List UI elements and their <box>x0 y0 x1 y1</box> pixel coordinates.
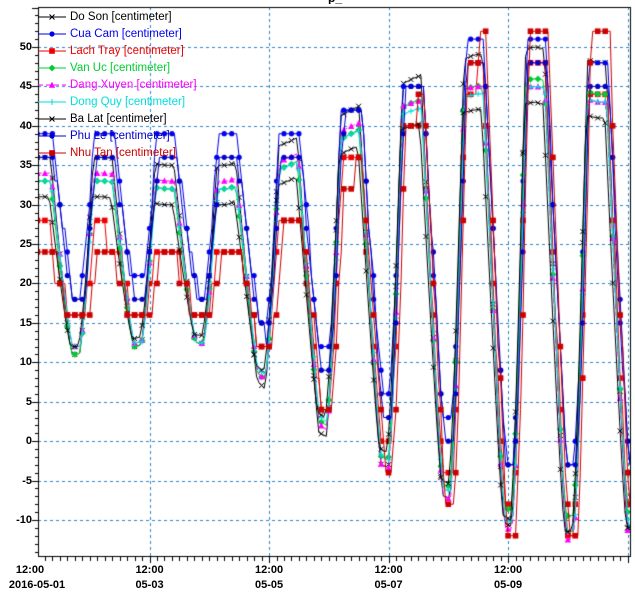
legend-item-phu-le: Phu Le [centimeter] <box>38 127 197 144</box>
legend-label: Phu Le [centimeter] <box>70 129 170 142</box>
phu-le-line-marker-icon <box>38 132 66 139</box>
legend-label: Ba Lat [centimeter] <box>70 112 167 125</box>
dong-quy-line-marker-icon <box>38 98 66 105</box>
y-tick-label: 45 <box>19 80 32 92</box>
legend-item-cua-cam: Cua Cam [centimeter] <box>38 25 197 42</box>
legend-label: Nhu Tan [centimeter] <box>70 146 176 159</box>
legend-item-lach-tray: Lach Tray [centimeter] <box>38 42 197 59</box>
y-tick-label: 40 <box>19 120 32 132</box>
title-fragment-text: p_ <box>300 0 370 4</box>
y-tick-label: 50 <box>19 41 32 53</box>
legend-item-do-son: Do Son [centimeter] <box>38 8 197 25</box>
y-tick-label: 25 <box>19 238 32 250</box>
ba-lat-line-marker-icon <box>38 115 66 122</box>
x-tick-time-label: 12:00 <box>254 564 284 576</box>
title-fragment: p_ <box>300 0 370 4</box>
legend-label: Lach Tray [centimeter] <box>70 44 184 57</box>
dang-xuyen-line-marker-icon <box>38 81 66 88</box>
x-tick-date-label: 05-03 <box>135 579 164 591</box>
legend: Do Son [centimeter] Cua Cam [centimeter]… <box>38 8 197 161</box>
legend-item-dang-xuyen: Dang Xuyen [centimeter] <box>38 76 197 93</box>
x-tick-time-label: 12:00 <box>494 564 523 576</box>
y-tick-label: 35 <box>19 159 32 171</box>
x-tick-date-label: 05-05 <box>254 579 284 591</box>
y-tick-label: 30 <box>19 199 32 211</box>
legend-item-dong-quy: Dong Quy [centimeter] <box>38 93 197 110</box>
x-tick-time-label: 12:00 <box>15 564 45 576</box>
y-tick-label: -10 <box>16 514 32 526</box>
do-son-line-marker-icon <box>38 13 66 20</box>
x-tick-date-label: 05-07 <box>374 579 403 591</box>
y-tick-label: 20 <box>19 277 32 289</box>
y-tick-label: 15 <box>19 317 32 329</box>
legend-label: Dong Quy [centimeter] <box>70 95 186 108</box>
legend-item-nhu-tan: Nhu Tan [centimeter] <box>38 144 197 161</box>
legend-label: Cua Cam [centimeter] <box>70 27 182 40</box>
y-tick-label: 5 <box>25 396 32 408</box>
cua-cam-line-marker-icon <box>38 30 66 37</box>
y-tick-label: -5 <box>22 475 32 487</box>
y-tick-label: 10 <box>19 356 32 368</box>
x-tick-time-label: 12:00 <box>135 564 164 576</box>
legend-label: Van Uc [centimeter] <box>70 61 171 74</box>
lach-tray-line-marker-icon <box>38 47 66 54</box>
y-tick-label: 0 <box>25 435 32 447</box>
x-tick-date-label: 05-09 <box>494 579 523 591</box>
x-tick-date-label: 2016-05-01 <box>8 579 66 591</box>
nhu-tan-line-marker-icon <box>38 149 66 156</box>
van-uc-line-marker-icon <box>38 64 66 71</box>
legend-item-van-uc: Van Uc [centimeter] <box>38 59 197 76</box>
legend-label: Dang Xuyen [centimeter] <box>70 78 197 91</box>
legend-item-ba-lat: Ba Lat [centimeter] <box>38 110 197 127</box>
legend-label: Do Son [centimeter] <box>70 10 172 23</box>
x-tick-time-label: 12:00 <box>374 564 403 576</box>
